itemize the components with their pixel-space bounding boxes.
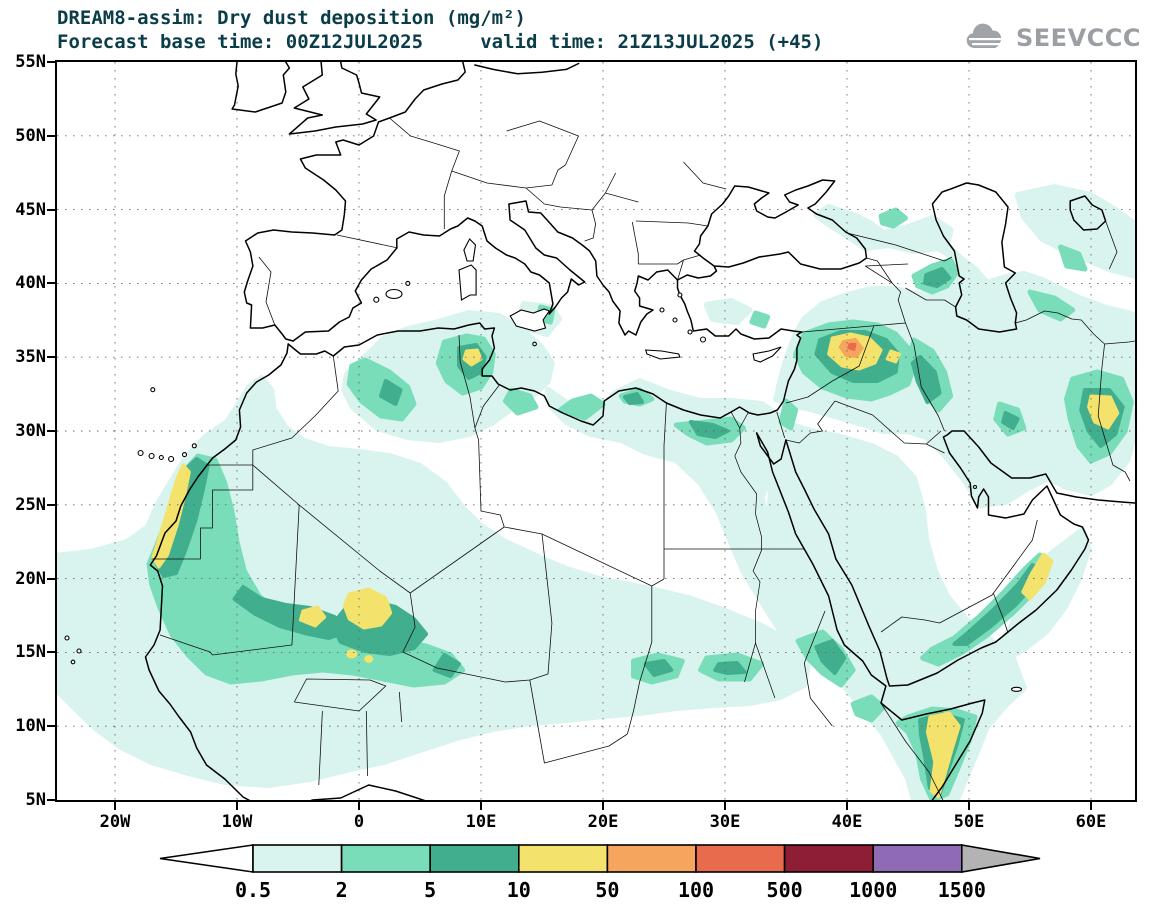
lat-tick xyxy=(47,430,55,432)
lon-tick xyxy=(1090,802,1092,810)
legend-segment xyxy=(342,845,431,872)
lon-axis-label: 40E xyxy=(817,812,877,832)
lon-axis-label: 0 xyxy=(329,812,389,832)
legend-level-label: 50 xyxy=(595,878,619,902)
lon-tick xyxy=(358,802,360,810)
seevccc-logo: SEEVCCC xyxy=(963,22,1141,54)
lat-tick xyxy=(47,651,55,653)
legend-level-label: 2 xyxy=(336,878,348,902)
legend-level-label: 5 xyxy=(424,878,436,902)
lat-tick xyxy=(47,209,55,211)
lat-axis-label: 5N xyxy=(2,790,46,810)
legend-level-label: 0.5 xyxy=(235,878,271,902)
lon-tick xyxy=(968,802,970,810)
legend-segment xyxy=(607,845,696,872)
lon-tick xyxy=(602,802,604,810)
legend-segment xyxy=(430,845,519,872)
lat-axis-label: 25N xyxy=(2,495,46,515)
legend-level-label: 1000 xyxy=(849,878,897,902)
legend-level-label: 1500 xyxy=(938,878,986,902)
legend-left-arrow xyxy=(160,845,253,872)
lon-axis-label: 30E xyxy=(695,812,755,832)
lat-axis-label: 45N xyxy=(2,200,46,220)
lat-tick xyxy=(47,135,55,137)
lon-axis-label: 20E xyxy=(573,812,633,832)
color-legend: 0.5 2 5 10 50 100 500 1000 1500 xyxy=(0,840,1165,906)
lon-axis-label: 50E xyxy=(939,812,999,832)
lat-axis-label: 10N xyxy=(2,716,46,736)
lat-tick xyxy=(47,356,55,358)
lon-axis-label: 60E xyxy=(1061,812,1121,832)
lat-tick xyxy=(47,61,55,63)
lon-tick xyxy=(480,802,482,810)
plot-title: DREAM8-assim: Dry dust deposition (mg/m²… xyxy=(57,7,526,29)
lat-tick xyxy=(47,725,55,727)
lon-tick xyxy=(236,802,238,810)
legend-level-label: 10 xyxy=(507,878,531,902)
lat-axis-label: 40N xyxy=(2,273,46,293)
legend-segment xyxy=(873,845,962,872)
legend-segment xyxy=(696,845,785,872)
dust-contours-level-100 xyxy=(848,344,855,350)
lon-tick xyxy=(846,802,848,810)
legend-segment xyxy=(519,845,608,872)
dust-deposition-map xyxy=(57,62,1135,800)
logo-text: SEEVCCC xyxy=(1016,24,1141,52)
legend-segment xyxy=(253,845,342,872)
lon-axis-label: 20W xyxy=(85,812,145,832)
lat-axis-label: 55N xyxy=(2,52,46,72)
lat-axis-label: 50N xyxy=(2,126,46,146)
lat-axis-label: 30N xyxy=(2,421,46,441)
legend-level-label: 100 xyxy=(678,878,714,902)
cloud-icon xyxy=(963,22,1009,54)
lat-axis-label: 20N xyxy=(2,569,46,589)
lat-tick xyxy=(47,282,55,284)
lat-tick xyxy=(47,578,55,580)
lon-axis-label: 10E xyxy=(451,812,511,832)
plot-subtitle: Forecast base time: 00Z12JUL2025 valid t… xyxy=(57,31,823,53)
lon-axis-label: 10W xyxy=(207,812,267,832)
lat-axis-label: 35N xyxy=(2,347,46,367)
lat-tick xyxy=(47,799,55,801)
lat-tick xyxy=(47,504,55,506)
lon-tick xyxy=(114,802,116,810)
map-frame xyxy=(55,60,1137,802)
lat-axis-label: 15N xyxy=(2,642,46,662)
lon-tick xyxy=(724,802,726,810)
legend-segment xyxy=(785,845,874,872)
legend-right-arrow xyxy=(962,845,1040,872)
legend-level-label: 500 xyxy=(767,878,803,902)
